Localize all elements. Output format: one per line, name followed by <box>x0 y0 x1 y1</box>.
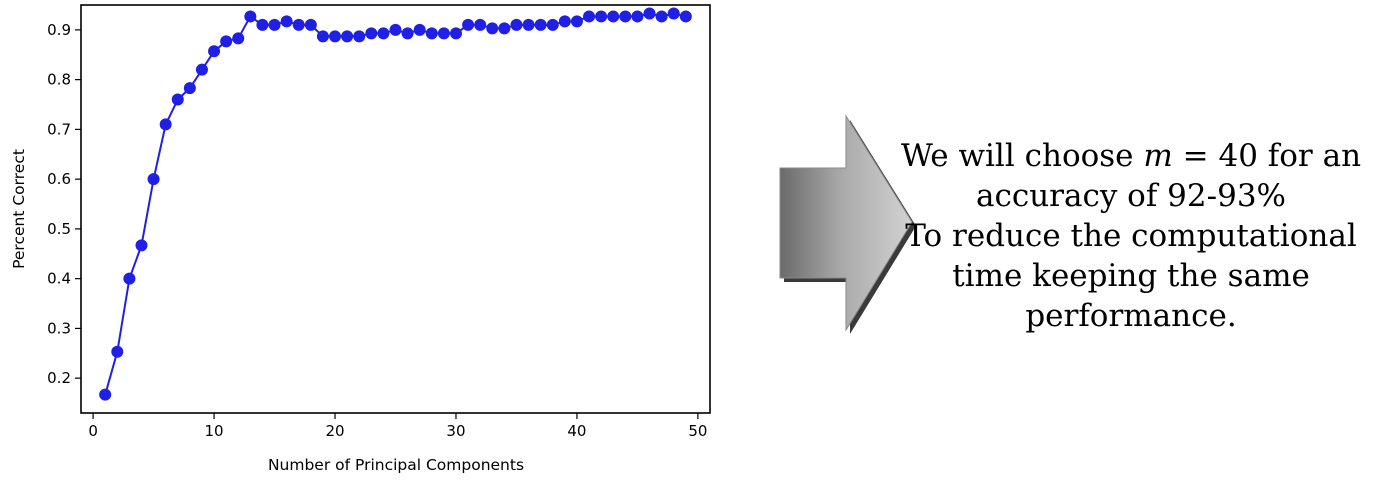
x-tick-label: 20 <box>325 422 344 440</box>
data-point <box>268 18 281 31</box>
data-point <box>401 27 414 40</box>
caption-line-1: We will choose m = 40 for an <box>896 136 1366 176</box>
data-point <box>667 7 680 20</box>
data-point <box>244 10 257 23</box>
data-point <box>280 15 293 28</box>
right-arrow-icon <box>779 114 916 334</box>
data-point <box>595 10 608 23</box>
data-point <box>437 27 450 40</box>
data-point <box>607 10 620 23</box>
data-point <box>462 18 475 31</box>
data-point <box>195 63 208 76</box>
data-point <box>171 93 184 106</box>
caption-text-choose: We will choose <box>900 138 1144 174</box>
data-point <box>159 118 172 131</box>
data-point <box>558 15 571 28</box>
caption-variable-m: m <box>1143 138 1173 174</box>
data-point <box>365 27 378 40</box>
data-point <box>353 30 366 43</box>
data-point <box>123 272 136 285</box>
data-point <box>341 30 354 43</box>
x-tick-label: 40 <box>567 422 586 440</box>
caption-line-4: time keeping the same <box>952 258 1310 294</box>
data-point <box>679 10 692 23</box>
data-point <box>486 22 499 35</box>
data-point <box>534 18 547 31</box>
y-tick-label: 0.4 <box>47 270 71 288</box>
data-point <box>99 388 112 401</box>
data-point <box>583 10 596 23</box>
data-point <box>474 18 487 31</box>
data-point <box>220 35 233 48</box>
data-point <box>304 18 317 31</box>
y-tick-label: 0.7 <box>47 120 71 138</box>
data-point <box>377 27 390 40</box>
data-point <box>413 23 426 36</box>
caption-text-value: 40 for an <box>1218 138 1362 174</box>
data-point <box>183 82 196 95</box>
x-axis-title: Number of Principal Components <box>268 456 524 474</box>
data-point <box>546 18 559 31</box>
x-tick-label: 10 <box>205 422 224 440</box>
data-point <box>655 10 668 23</box>
x-tick-label: 0 <box>88 422 98 440</box>
y-tick-label: 0.5 <box>47 220 71 238</box>
y-axis-title: Percent Correct <box>10 149 28 269</box>
data-point <box>208 45 221 58</box>
series-line <box>104 12 687 395</box>
data-point <box>643 7 656 20</box>
data-point <box>619 10 632 23</box>
data-point <box>510 18 523 31</box>
caption-equals: = <box>1172 138 1219 174</box>
y-tick-label: 0.6 <box>47 170 71 188</box>
data-point <box>232 32 245 45</box>
plot-frame <box>80 4 711 414</box>
x-tick-label: 50 <box>688 422 707 440</box>
data-point <box>256 18 269 31</box>
caption-line-2: accuracy of 92-93% <box>975 178 1286 214</box>
caption-block: We will choose m = 40 for an accuracy of… <box>896 136 1366 336</box>
y-tick-label: 0.2 <box>47 369 71 387</box>
x-tick-label: 30 <box>446 422 465 440</box>
data-point <box>631 10 644 23</box>
data-point <box>449 27 462 40</box>
data-point <box>498 22 511 35</box>
data-point <box>425 27 438 40</box>
data-point <box>135 239 148 252</box>
data-point <box>522 18 535 31</box>
data-point <box>111 345 124 358</box>
data-point <box>389 23 402 36</box>
caption-line-3: To reduce the computational <box>905 218 1357 254</box>
y-tick-label: 0.3 <box>47 319 71 337</box>
accuracy-chart: 0 10 20 30 40 50 0.2 0.3 0.4 0.5 0.6 0.7 0.8 0.9 Numb… <box>10 4 711 474</box>
data-point <box>316 30 329 43</box>
series-layer <box>99 7 692 401</box>
caption-line-5: performance. <box>1025 298 1237 334</box>
data-point <box>147 173 160 186</box>
y-tick-label: 0.8 <box>47 71 71 89</box>
data-point <box>329 30 342 43</box>
tick-layer: 0 10 20 30 40 50 0.2 0.3 0.4 0.5 0.6 0.7 0.8 0.9 <box>47 21 707 440</box>
data-point <box>570 15 583 28</box>
data-point <box>292 18 305 31</box>
y-tick-label: 0.9 <box>47 21 71 39</box>
